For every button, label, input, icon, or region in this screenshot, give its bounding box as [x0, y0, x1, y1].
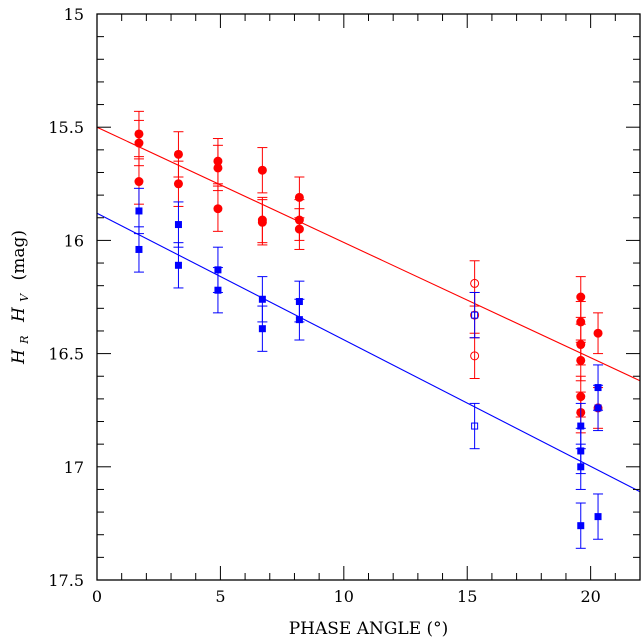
marker-filled-circle [173, 149, 183, 159]
marker-filled-square [135, 207, 143, 215]
data-points [133, 110, 604, 549]
y-tick-label: 15 [64, 5, 84, 24]
y-label-sub1: R [18, 335, 31, 344]
marker-filled-square [577, 422, 585, 430]
marker-filled-circle [173, 179, 183, 189]
data-point [469, 402, 480, 450]
data-point [173, 242, 184, 289]
data-point [469, 332, 480, 380]
y-tick-label: 15.5 [48, 118, 84, 137]
fit-line-1 [96, 212, 641, 493]
data-point [133, 119, 144, 167]
marker-open-circle [470, 351, 480, 361]
marker-filled-circle [576, 292, 586, 302]
data-point [575, 502, 586, 549]
marker-filled-circle [134, 177, 144, 187]
marker-filled-circle [294, 224, 304, 234]
x-tick-label: 10 [334, 587, 354, 606]
x-tick-label: 20 [580, 587, 600, 606]
data-point [294, 208, 305, 250]
y-axis-label: H R H V (mag) [9, 230, 33, 365]
axis-ticks [96, 13, 641, 581]
plot-frame [96, 13, 641, 581]
data-point [593, 493, 604, 540]
marker-filled-circle [213, 163, 223, 173]
data-point [257, 147, 268, 194]
marker-filled-square [594, 513, 602, 521]
data-point [469, 291, 480, 339]
y-label-sub2: V [18, 293, 31, 302]
fit-lines [96, 126, 641, 493]
data-point [257, 199, 268, 246]
y-tick-label: 16.5 [48, 345, 84, 364]
marker-filled-square [594, 404, 602, 412]
data-point [593, 312, 604, 355]
data-point [575, 443, 586, 490]
marker-filled-circle [257, 165, 267, 175]
marker-open-square [471, 311, 479, 319]
marker-open-square [471, 422, 479, 430]
fit-line-0 [96, 126, 641, 382]
marker-filled-square [135, 245, 143, 253]
data-point [133, 226, 144, 273]
data-point [257, 305, 268, 352]
y-label-unit: (mag) [9, 230, 29, 280]
marker-filled-square [174, 221, 182, 229]
y-tick-label: 17.5 [48, 571, 84, 590]
x-tick-label: 0 [92, 587, 102, 606]
marker-filled-square [258, 325, 266, 333]
marker-filled-circle [134, 138, 144, 148]
data-point [212, 185, 223, 232]
x-tick-label: 15 [457, 587, 477, 606]
data-point [173, 201, 184, 248]
marker-filled-circle [213, 204, 223, 214]
marker-filled-square [174, 261, 182, 269]
x-tick-label: 5 [215, 587, 225, 606]
marker-filled-square [214, 286, 222, 294]
marker-filled-square [577, 463, 585, 471]
tick-labels: 0 5 10 15 20 15 15.5 16 16.5 17 17.5 [48, 5, 600, 606]
marker-filled-square [577, 522, 585, 530]
data-point [173, 160, 184, 207]
marker-open-circle [470, 278, 480, 288]
data-point [593, 384, 604, 432]
marker-filled-circle [593, 328, 603, 338]
data-point [294, 298, 305, 341]
marker-filled-circle [576, 355, 586, 365]
y-tick-label: 17 [64, 458, 84, 477]
marker-filled-circle [257, 217, 267, 227]
y-label-h1: H [9, 348, 29, 365]
data-point [212, 267, 223, 314]
x-axis-label: PHASE ANGLE (°) [289, 619, 449, 639]
marker-filled-square [295, 316, 303, 324]
y-label-h2: H [9, 306, 29, 323]
y-tick-label: 16 [64, 231, 84, 250]
marker-filled-square [258, 295, 266, 303]
